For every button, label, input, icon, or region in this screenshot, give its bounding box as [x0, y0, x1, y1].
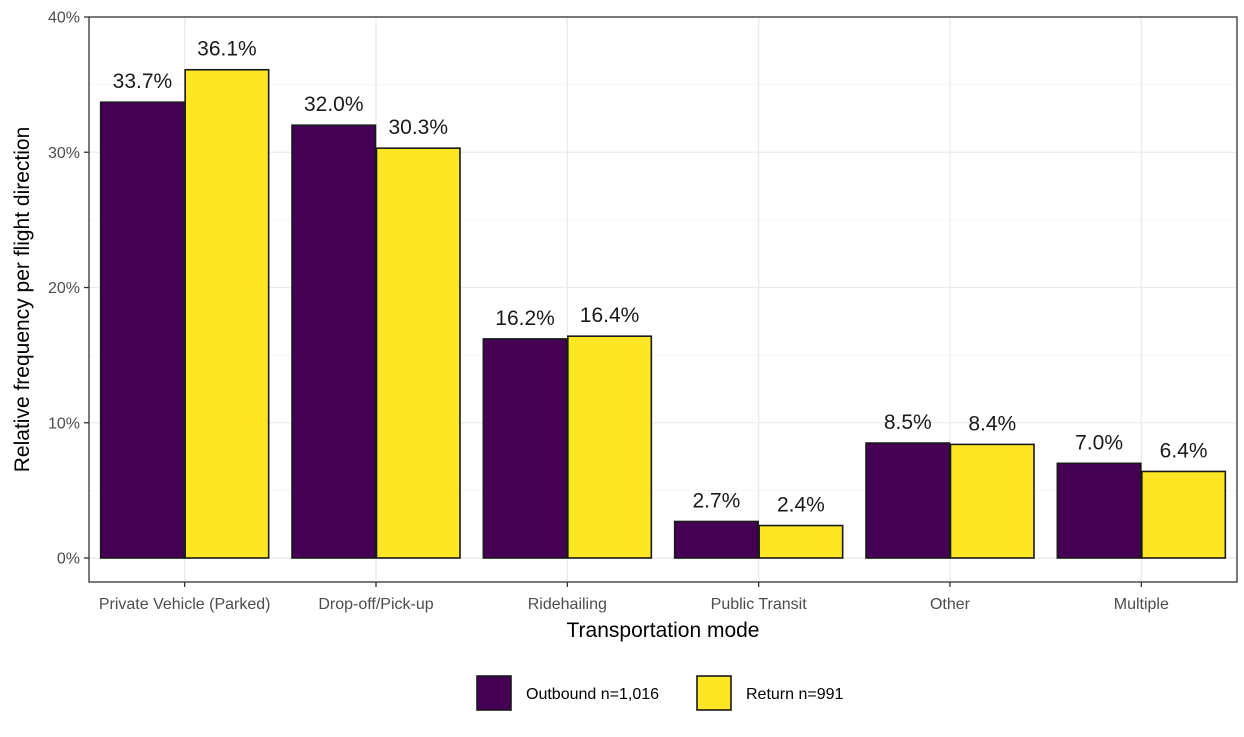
- bar-outbound: [673, 520, 759, 559]
- data-label: 2.4%: [777, 494, 825, 517]
- bar-return: [758, 524, 844, 559]
- x-tick-label: Multiple: [1114, 596, 1169, 613]
- data-label: 30.3%: [388, 116, 448, 139]
- y-tick-label: 20%: [48, 280, 80, 297]
- x-axis-title: Transportation mode: [567, 619, 760, 642]
- data-label: 36.1%: [197, 38, 257, 61]
- y-tick-label: 30%: [48, 145, 80, 162]
- x-tick-label: Private Vehicle (Parked): [99, 596, 271, 613]
- y-tick-label: 10%: [48, 415, 80, 432]
- bars: [99, 68, 1227, 559]
- data-label: 2.7%: [692, 489, 740, 512]
- legend-key-outbound: [476, 675, 512, 711]
- panel-border: [88, 16, 1238, 583]
- data-labels: 33.7% 36.1% 32.0% 30.3% 16.2% 16.4% 2.7% 2.4% 8.…: [113, 38, 1208, 517]
- data-label: 7.0%: [1075, 431, 1123, 454]
- x-axis-ticks: Private Vehicle (Parked) Drop-off/Pick-up…: [99, 582, 1169, 613]
- legend-label: Return n=991: [746, 686, 844, 703]
- data-label: 32.0%: [304, 93, 364, 116]
- y-tick-label: 40%: [48, 10, 80, 27]
- bar-return: [184, 68, 270, 559]
- legend-key-return: [696, 675, 732, 711]
- legend: Outbound n=1,016 Return n=991: [476, 675, 844, 711]
- data-label: 6.4%: [1160, 439, 1208, 462]
- bar-return: [375, 147, 461, 559]
- data-label: 8.5%: [884, 411, 932, 434]
- x-tick-label: Drop-off/Pick-up: [318, 596, 433, 613]
- x-tick-label: Other: [930, 596, 971, 613]
- bar-return: [949, 443, 1035, 559]
- bar-outbound: [482, 338, 568, 559]
- data-label: 8.4%: [968, 412, 1016, 435]
- bar-return: [1141, 470, 1227, 559]
- bar-outbound: [99, 101, 185, 559]
- x-tick-label: Public Transit: [711, 596, 808, 613]
- bar-outbound: [1056, 462, 1142, 559]
- axes: [88, 16, 1238, 583]
- bar-return: [567, 335, 653, 559]
- y-axis-title: Relative frequency per flight direction: [11, 127, 34, 473]
- bar-outbound: [291, 124, 377, 559]
- legend-label: Outbound n=1,016: [526, 686, 659, 703]
- bar-outbound: [865, 442, 951, 559]
- y-axis-ticks: 0% 10% 20% 30% 40%: [48, 10, 89, 568]
- data-label: 16.2%: [495, 307, 555, 330]
- x-tick-label: Ridehailing: [528, 596, 607, 613]
- data-label: 16.4%: [580, 304, 640, 327]
- data-label: 33.7%: [113, 70, 173, 93]
- y-tick-label: 0%: [57, 551, 80, 568]
